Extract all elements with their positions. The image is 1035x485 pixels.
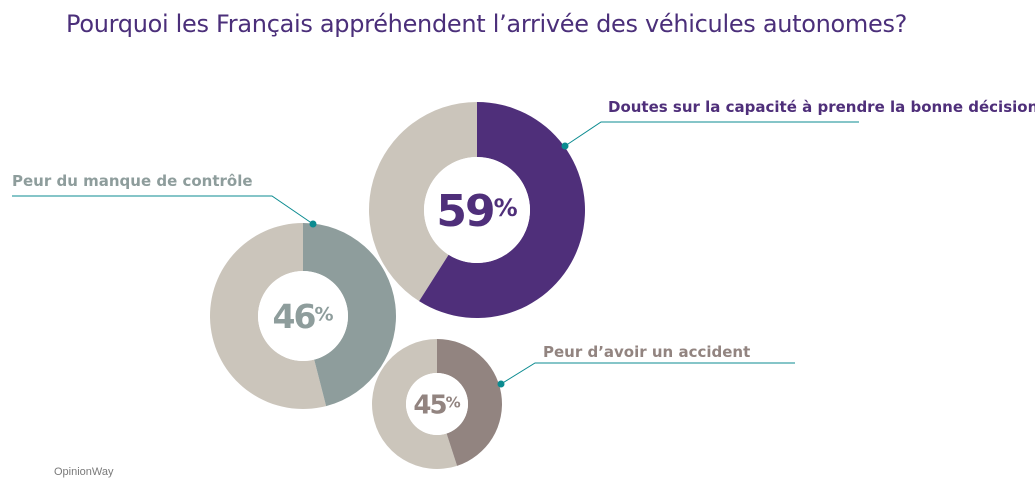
donut-slice-accident <box>437 339 502 466</box>
percentage-value-controle: 46 <box>273 297 316 336</box>
source-label: OpinionWay <box>54 466 114 478</box>
category-label-accident: Peur d’avoir un accident <box>543 343 750 361</box>
percentage-label-accident: 45% <box>413 390 460 420</box>
donut-slice-decision <box>419 102 585 318</box>
donut-hole-controle <box>258 271 348 361</box>
percentage-unit-decision: % <box>494 194 518 222</box>
page-title: Pourquoi les Français appréhendent l’arr… <box>66 10 908 38</box>
percentage-label-controle: 46% <box>273 297 334 336</box>
donut-remainder-controle <box>209 223 327 409</box>
percentage-value-accident: 45 <box>413 390 446 420</box>
donut-hole-accident <box>406 373 468 435</box>
category-label-decision: Doutes sur la capacité à prendre la bonn… <box>608 98 1035 116</box>
percentage-unit-accident: % <box>446 394 461 412</box>
percentage-unit-controle: % <box>314 304 333 326</box>
leader-dot-decision <box>561 142 569 150</box>
donut-hole-decision <box>424 157 530 263</box>
leader-dot-controle <box>309 220 317 228</box>
percentage-label-decision: 59% <box>436 186 517 237</box>
leader-dot-accident <box>497 380 505 388</box>
percentage-value-decision: 59 <box>436 186 493 237</box>
donut-slice-controle <box>303 223 396 407</box>
donut-remainder-decision <box>368 102 477 302</box>
leader-line-decision <box>564 121 859 147</box>
donut-remainder-accident <box>372 339 458 469</box>
leader-line-controle <box>12 195 314 225</box>
category-label-controle: Peur du manque de contrôle <box>12 172 253 190</box>
leader-line-accident <box>500 362 795 385</box>
